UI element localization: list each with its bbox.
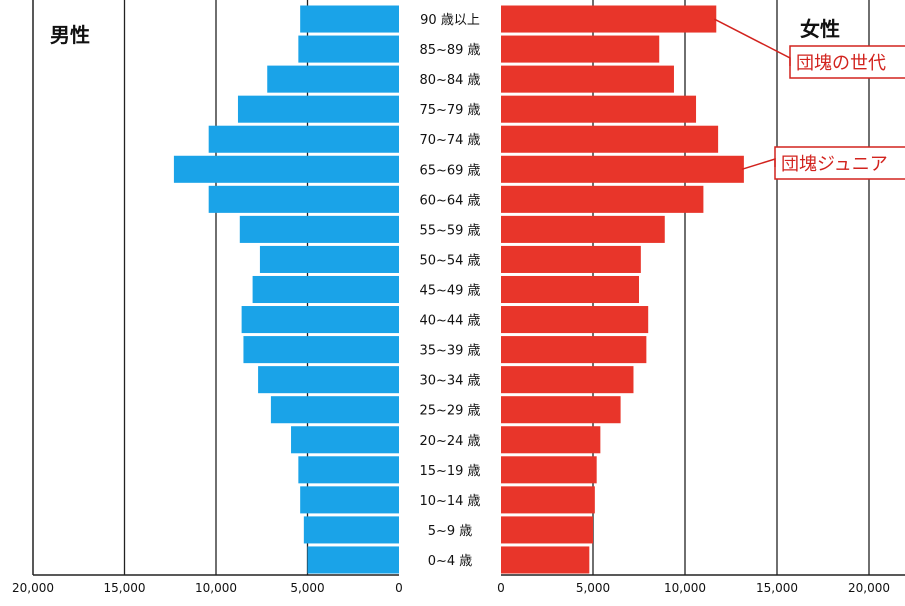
female-bar xyxy=(501,306,649,334)
x-tick-label-left: 15,000 xyxy=(104,581,146,595)
age-group-label: 40~44 歳 xyxy=(419,314,480,329)
male-bar xyxy=(208,125,399,153)
annotation-box xyxy=(774,146,905,180)
male-bar xyxy=(258,366,399,394)
female-bar xyxy=(501,516,593,544)
x-tick-label-right: 15,000 xyxy=(756,581,798,595)
male-bar xyxy=(241,306,399,334)
male-bar xyxy=(300,486,399,514)
male-bar xyxy=(303,516,399,544)
female-bar xyxy=(501,456,597,484)
female-bar xyxy=(501,185,704,213)
female-bar xyxy=(501,486,595,514)
age-group-label: 10~14 歳 xyxy=(419,494,480,509)
annotation-callout: 団塊ジュニア xyxy=(741,146,905,180)
male-bar xyxy=(237,95,399,123)
age-group-label: 15~19 歳 xyxy=(419,464,480,479)
axis-tick-labels: 20,000 15,000 10,000 5,000 0 0 5,000 10,000 15,0… xyxy=(12,581,890,595)
age-group-label: 80~84 歳 xyxy=(419,73,480,88)
x-tick-label-left: 0 xyxy=(395,581,403,595)
age-group-labels: 0~4 歳 5~9 歳 10~14 歳 15~19 歳 20~24 歳 25~29 歳 30… xyxy=(419,13,480,569)
female-bar xyxy=(501,65,674,93)
male-bar xyxy=(173,155,399,183)
x-tick-label-right: 10,000 xyxy=(664,581,706,595)
male-bar xyxy=(307,546,399,574)
male-bar xyxy=(267,65,399,93)
age-group-label: 65~69 歳 xyxy=(419,163,480,178)
annotation-text: 団塊ジュニア xyxy=(781,154,888,175)
age-group-label: 70~74 歳 xyxy=(419,133,480,148)
male-bar xyxy=(300,5,399,33)
age-group-label: 35~39 歳 xyxy=(419,344,480,359)
female-bar xyxy=(501,336,647,364)
female-bar xyxy=(501,546,590,574)
gridlines xyxy=(123,0,870,575)
annotation-pointer xyxy=(713,18,791,66)
age-group-label: 5~9 歳 xyxy=(428,524,473,539)
male-bar xyxy=(239,215,399,243)
age-group-label: 90 歳以上 xyxy=(420,13,480,28)
male-bar xyxy=(291,426,399,454)
male-bar xyxy=(243,336,399,364)
male-series-label: 男性 xyxy=(50,23,90,47)
female-bar xyxy=(501,366,634,394)
age-group-label: 20~24 歳 xyxy=(419,434,480,449)
female-bar xyxy=(501,396,621,424)
x-tick-label-left: 5,000 xyxy=(290,581,324,595)
x-tick-label-right: 20,000 xyxy=(848,581,890,595)
x-tick-label-left: 10,000 xyxy=(195,581,237,595)
female-bar xyxy=(501,426,601,454)
annotation-pointer xyxy=(741,157,776,171)
female-bar xyxy=(501,245,641,273)
male-bar xyxy=(270,396,399,424)
female-bar xyxy=(501,155,744,183)
bars xyxy=(173,5,744,574)
female-bar xyxy=(501,125,719,153)
male-bar xyxy=(298,456,399,484)
x-tick-label-right: 0 xyxy=(497,581,505,595)
male-bar xyxy=(208,185,399,213)
male-bar xyxy=(298,35,399,63)
age-group-label: 50~54 歳 xyxy=(419,253,480,268)
female-bar xyxy=(501,5,717,33)
female-bar xyxy=(501,35,660,63)
series-labels: 男性 女性 xyxy=(50,17,840,47)
male-bar xyxy=(252,275,399,304)
annotation-box xyxy=(789,45,905,79)
male-bar xyxy=(259,245,399,273)
x-tick-label-right: 5,000 xyxy=(576,581,610,595)
female-bar xyxy=(501,215,665,243)
x-tick-label-left: 20,000 xyxy=(12,581,54,595)
age-group-label: 0~4 歳 xyxy=(428,554,473,569)
age-group-label: 60~64 歳 xyxy=(419,193,480,208)
age-group-label: 55~59 歳 xyxy=(419,223,480,238)
age-group-label: 45~49 歳 xyxy=(419,284,480,299)
female-bar xyxy=(501,275,639,304)
age-group-label: 30~34 歳 xyxy=(419,374,480,389)
female-bar xyxy=(501,95,697,123)
age-group-label: 85~89 歳 xyxy=(419,43,480,58)
age-group-label: 25~29 歳 xyxy=(419,404,480,419)
age-group-label: 75~79 歳 xyxy=(419,103,480,118)
female-series-label: 女性 xyxy=(800,17,840,41)
annotation-text: 団塊の世代 xyxy=(796,53,886,74)
annotation-callout: 団塊の世代 xyxy=(713,18,905,79)
